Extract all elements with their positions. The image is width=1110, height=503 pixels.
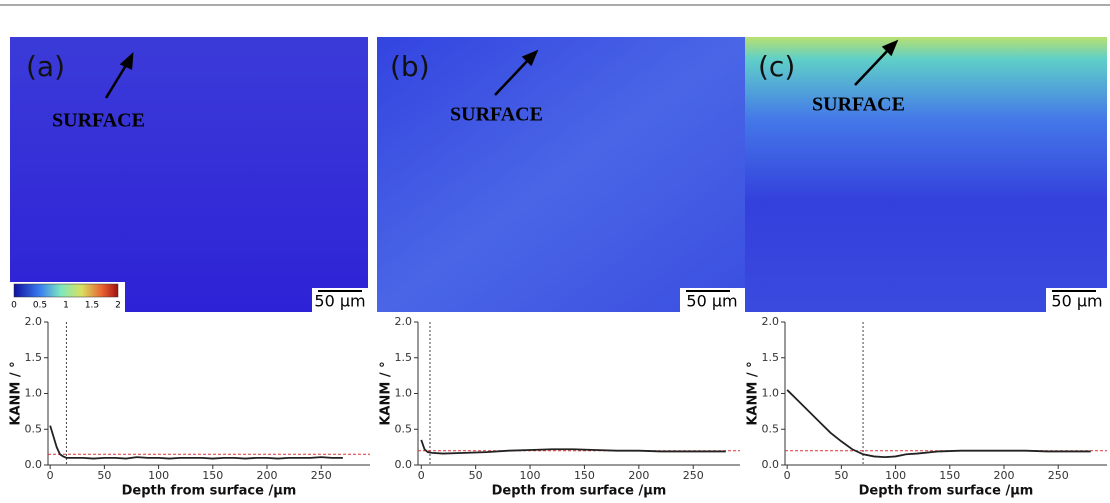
y-tick-label: 0.5 — [25, 422, 43, 435]
y-tick-label: 0.5 — [395, 422, 413, 435]
x-tick-label: 100 — [885, 469, 906, 482]
colorbar-tick: 1.5 — [85, 301, 99, 311]
kam-line — [786, 389, 1091, 459]
y-tick-label: 2.0 — [762, 315, 780, 328]
x-axis-label: Depth from surface /µm — [859, 484, 1034, 499]
y-tick-label: 1.0 — [762, 387, 780, 400]
x-tick-label: 150 — [574, 469, 595, 482]
y-tick-label: 1.5 — [762, 351, 780, 364]
y-axis-label: KANM / ° — [379, 361, 394, 425]
y-axis-label: KANM / ° — [9, 361, 24, 425]
y-tick-label: 1.0 — [395, 387, 413, 400]
y-tick-label: 1.5 — [395, 351, 413, 364]
y-tick-label: 0.0 — [762, 458, 780, 471]
colorbar-tick: 0 — [11, 301, 17, 311]
x-tick-label: 0 — [47, 469, 54, 482]
y-axis-label: KANM / ° — [746, 361, 761, 425]
colorbar-tick: 1 — [63, 301, 69, 311]
y-tick-label: 0.0 — [395, 458, 413, 471]
x-axis-label: Depth from surface /µm — [122, 484, 297, 499]
y-tick-label: 2.0 — [25, 315, 43, 328]
x-tick-label: 250 — [683, 469, 704, 482]
x-tick-label: 100 — [520, 469, 541, 482]
x-tick-label: 200 — [994, 469, 1015, 482]
colorbar-tick: 0.5 — [33, 301, 47, 311]
kam-map — [377, 37, 745, 312]
x-tick-label: 50 — [97, 469, 111, 482]
kam-line — [49, 425, 343, 460]
x-tick-label: 150 — [202, 469, 223, 482]
y-tick-label: 0.5 — [762, 422, 780, 435]
panel-label: (c) — [758, 50, 795, 83]
annotation: SURFACE — [812, 94, 905, 116]
y-tick-label: 1.5 — [25, 351, 43, 364]
scale-label: 50 µm — [1051, 292, 1102, 311]
y-tick-label: 1.0 — [25, 387, 43, 400]
kam-line — [420, 439, 726, 455]
x-tick-label: 200 — [257, 469, 278, 482]
x-tick-label: 200 — [628, 469, 649, 482]
arrows — [104, 39, 899, 99]
x-tick-label: 50 — [469, 469, 483, 482]
map-overlays: (a) (b) (c) SURFACE SURFACE SURFACE 50 µ… — [10, 39, 1107, 312]
x-tick-label: 150 — [939, 469, 960, 482]
panel-label: (a) — [26, 50, 65, 83]
x-tick-label: 250 — [1048, 469, 1069, 482]
x-axis-label: Depth from surface /µm — [492, 484, 667, 499]
x-tick-label: 50 — [834, 469, 848, 482]
scale-label: 50 µm — [314, 292, 365, 311]
x-tick-label: 250 — [311, 469, 332, 482]
annotation: SURFACE — [52, 110, 145, 132]
y-tick-label: 2.0 — [395, 315, 413, 328]
annotation: SURFACE — [450, 104, 543, 126]
panel-label: (b) — [390, 50, 430, 83]
scale-label: 50 µm — [686, 292, 737, 311]
colorbar-tick: 2 — [115, 301, 121, 311]
x-tick-label: 100 — [148, 469, 169, 482]
kam-map — [10, 37, 368, 312]
x-tick-label: 0 — [418, 469, 425, 482]
colorbar — [13, 283, 119, 298]
y-tick-label: 0.0 — [25, 458, 43, 471]
x-tick-label: 0 — [784, 469, 791, 482]
kam-map — [745, 37, 1107, 312]
